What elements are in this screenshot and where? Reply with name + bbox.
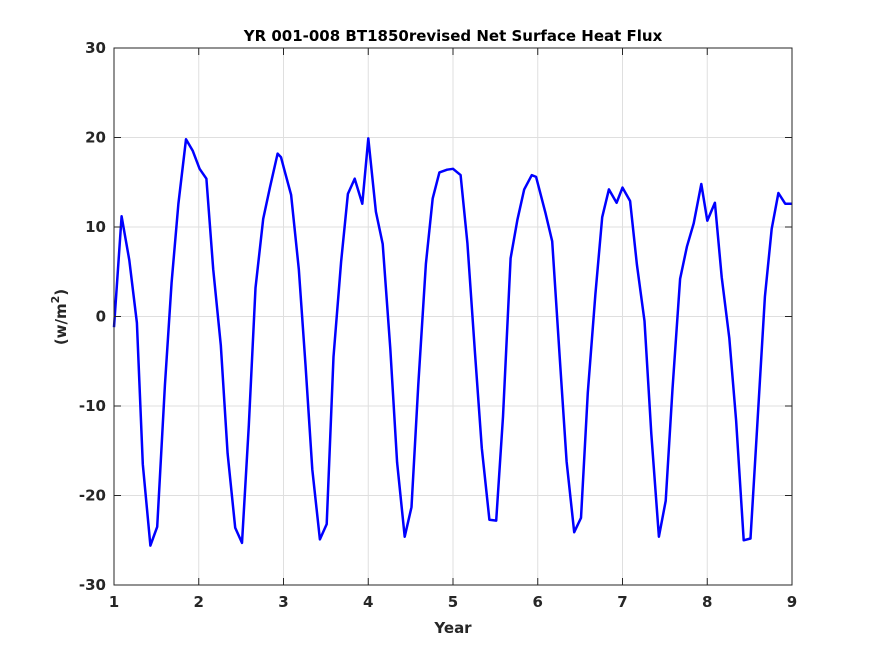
y-tick-labels: -30 -20 -10 0 10 20 30 xyxy=(79,39,106,594)
x-tick-label: 1 xyxy=(109,593,119,611)
y-tick-label: 10 xyxy=(85,218,106,236)
x-tick-label: 4 xyxy=(363,593,373,611)
y-tick-label: -20 xyxy=(79,487,106,505)
chart-title: YR 001-008 BT1850revised Net Surface Hea… xyxy=(243,27,663,45)
x-tick-label: 5 xyxy=(448,593,458,611)
y-axis-label-prefix: (w/m xyxy=(52,303,70,345)
x-tick-label: 3 xyxy=(278,593,288,611)
x-tick-label: 8 xyxy=(702,593,712,611)
tick-marks xyxy=(113,47,793,586)
x-tick-label: 2 xyxy=(194,593,204,611)
y-tick-label: 20 xyxy=(85,129,106,147)
x-tick-label: 9 xyxy=(787,593,797,611)
y-tick-label: 30 xyxy=(85,39,106,57)
x-tick-label: 6 xyxy=(533,593,543,611)
series-layer xyxy=(112,137,792,547)
y-tick-label: -30 xyxy=(79,576,106,594)
y-axis-label: (w/m2) xyxy=(49,289,70,345)
y-tick-label: 0 xyxy=(96,308,106,326)
y-axis-label-superscript: 2 xyxy=(49,296,62,304)
y-axis-label-suffix: ) xyxy=(52,289,70,296)
y-tick-label: -10 xyxy=(79,397,106,415)
x-axis-label: Year xyxy=(433,619,472,637)
series-line xyxy=(112,137,792,547)
x-tick-labels: 1 2 3 4 5 6 7 8 9 xyxy=(109,593,797,611)
x-tick-label: 7 xyxy=(617,593,627,611)
